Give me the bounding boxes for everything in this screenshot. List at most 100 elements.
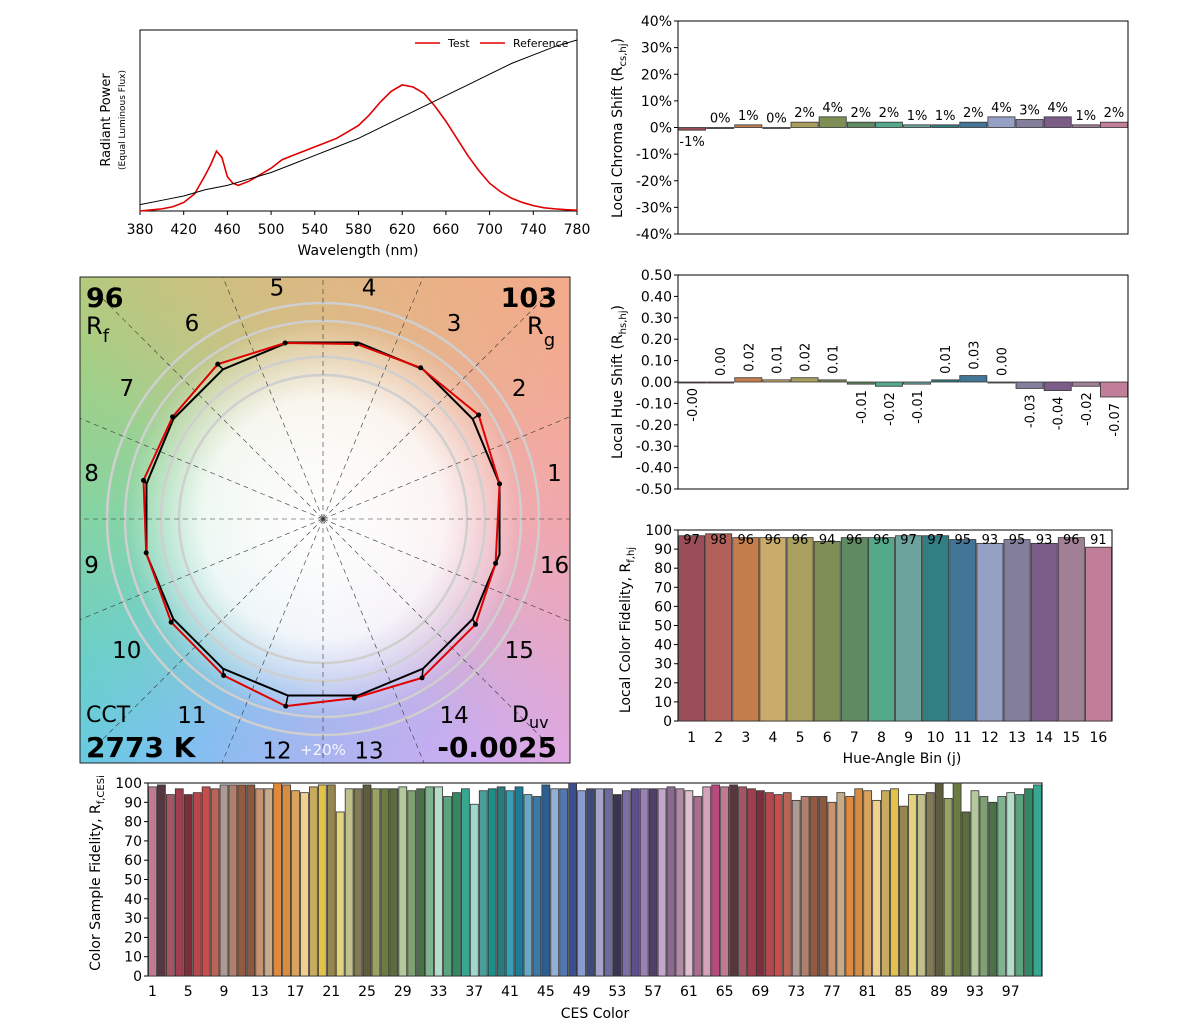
chroma-data-label: 1%	[1076, 109, 1097, 124]
cvg-arrow-head	[418, 365, 424, 371]
chroma-bar	[931, 124, 960, 128]
fidelity-x-tick-label: 11	[954, 730, 972, 746]
ces-bar	[514, 786, 524, 977]
fidelity-bar	[895, 535, 923, 722]
ces-bar	[326, 784, 336, 977]
hue-data-label: 0.02	[742, 343, 757, 372]
ces-x-tick-label: 9	[220, 984, 229, 1000]
fidelity-data-label: 96	[765, 533, 782, 548]
ces-bar	[621, 790, 631, 977]
cvg-bin-number: 2	[512, 376, 527, 402]
ces-bar	[183, 794, 193, 977]
fidelity-data-label: 97	[927, 533, 944, 548]
chroma-bar	[790, 121, 819, 128]
fidelity-data-label: 94	[819, 533, 836, 548]
chroma-bar	[987, 116, 1016, 128]
cvg-bin-number: 6	[185, 311, 200, 337]
fidelity-x-tick-label: 3	[741, 730, 750, 746]
hue-bar	[1015, 381, 1044, 389]
chroma-bar	[762, 127, 791, 129]
ces-x-tick-label: 77	[823, 984, 841, 1000]
cct-value: 2773 K	[86, 731, 197, 764]
ces-bar	[970, 790, 980, 977]
spd-x-tick-label: 700	[476, 222, 503, 238]
fidelity-x-tick-label: 10	[927, 730, 945, 746]
chroma-data-label: 2%	[794, 106, 815, 121]
scale-label: +20%	[300, 741, 346, 759]
ces-y-tick-label: 10	[124, 950, 142, 966]
fidelity-x-tick-label: 8	[877, 730, 886, 746]
ces-bar	[604, 788, 613, 977]
ces-y-tick-label: 70	[124, 834, 142, 850]
ces-bar	[809, 796, 819, 977]
fidelity-bar	[1030, 542, 1058, 722]
ces-bar	[639, 788, 649, 977]
fidelity-bar	[1003, 539, 1031, 722]
hue-data-label: 0.03	[967, 341, 982, 370]
ces-xlabel: CES Color	[561, 1006, 630, 1022]
spd-ylabel: Radiant Power	[99, 73, 114, 167]
ces-bar	[943, 798, 953, 977]
fidelity-x-tick-label: 1	[687, 730, 696, 746]
fidelity-ylabel: Local Color Fidelity, Rf,hj	[618, 547, 637, 713]
ces-y-tick-label: 40	[124, 892, 142, 908]
ces-bar	[764, 792, 774, 977]
fidelity-y-tick-label: 70	[654, 580, 672, 596]
chroma-y-tick-label: 30%	[641, 41, 672, 57]
ces-bar	[756, 790, 765, 977]
fidelity-bar	[922, 535, 950, 722]
hue-bar	[931, 379, 960, 383]
hue-bar	[846, 381, 875, 385]
hue-data-label: 0.01	[770, 345, 785, 374]
fidelity-y-tick-label: 60	[654, 599, 672, 615]
ces-x-tick-label: 57	[644, 984, 662, 1000]
chroma-data-label: 2%	[879, 106, 900, 121]
ces-y-tick-label: 30	[124, 911, 142, 927]
fidelity-x-tick-label: 15	[1062, 730, 1080, 746]
chroma-y-tick-label: -10%	[636, 147, 672, 163]
ces-x-tick-label: 17	[287, 984, 305, 1000]
ces-x-tick-label: 25	[358, 984, 376, 1000]
cvg-arrow-head	[493, 560, 499, 566]
hue-y-tick-label: 0.30	[641, 311, 672, 327]
fidelity-x-tick-label: 9	[904, 730, 913, 746]
spd-x-tick-label: 380	[127, 222, 154, 238]
hue-y-tick-label: -0.30	[636, 439, 672, 455]
fidelity-bar	[786, 537, 814, 722]
fidelity-y-tick-label: 0	[663, 714, 672, 730]
chroma-bar	[846, 121, 875, 128]
chroma-ylabel: Local Chroma Shift (Rcs,hj)	[610, 38, 629, 218]
fidelity-y-tick-label: 10	[654, 695, 672, 711]
rg-label: Rg	[527, 312, 555, 351]
fidelity-x-tick-label: 7	[850, 730, 859, 746]
ces-bar	[988, 801, 998, 977]
ces-x-tick-label: 41	[501, 984, 519, 1000]
ces-bar	[693, 796, 703, 977]
hue-bar	[959, 375, 988, 383]
hue-bar	[734, 377, 763, 383]
ces-bar	[371, 788, 381, 977]
ces-bar	[469, 803, 479, 977]
ces-bar	[952, 782, 962, 977]
cvg-arrow-head	[221, 673, 227, 679]
ces-bar	[246, 784, 256, 977]
ces-bar	[228, 784, 238, 977]
spd-x-tick-label: 540	[301, 222, 328, 238]
ces-bar	[165, 794, 175, 977]
cvg-bin-number: 10	[112, 638, 141, 664]
ces-y-tick-label: 20	[124, 930, 142, 946]
chroma-data-label: -1%	[679, 135, 704, 150]
spd-x-tick-label: 780	[564, 222, 591, 238]
ces-bar	[872, 799, 881, 977]
ces-bar	[317, 784, 327, 977]
ces-bar	[362, 784, 372, 977]
hue-data-label: 0.01	[827, 345, 842, 374]
ces-bar	[219, 784, 229, 977]
chroma-data-label: 4%	[822, 101, 843, 116]
ces-bar	[925, 792, 935, 977]
ces-bar	[478, 790, 488, 977]
chroma-data-label: 2%	[1104, 106, 1125, 121]
cvg-bin-number: 16	[540, 553, 569, 579]
hue-data-label: -0.00	[686, 388, 701, 422]
fidelity-data-label: 91	[1090, 533, 1107, 548]
